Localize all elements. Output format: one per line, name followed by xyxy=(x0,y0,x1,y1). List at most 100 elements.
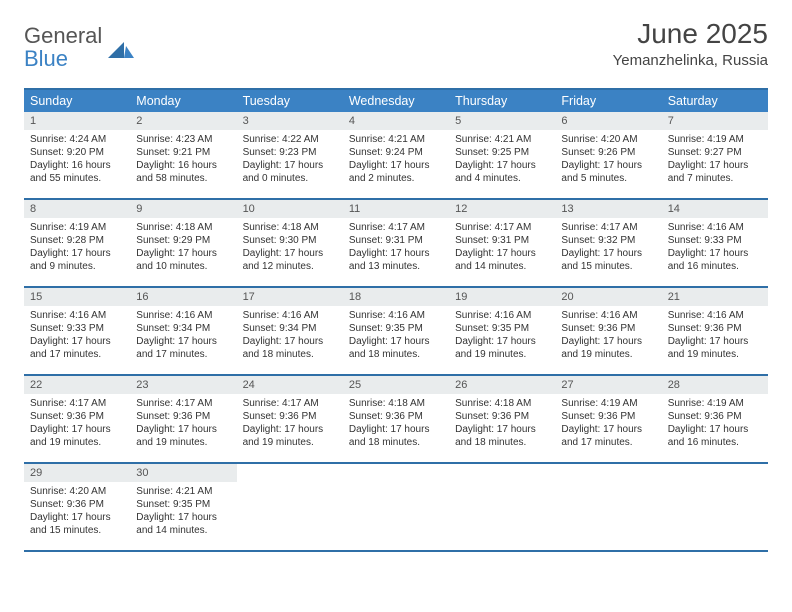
day-line: Sunset: 9:26 PM xyxy=(561,146,655,159)
day-line: and 19 minutes. xyxy=(561,348,655,361)
day-line: and 58 minutes. xyxy=(136,172,230,185)
day-line: Sunrise: 4:21 AM xyxy=(349,133,443,146)
day-cell: 1Sunrise: 4:24 AMSunset: 9:20 PMDaylight… xyxy=(24,112,130,198)
day-cell: 11Sunrise: 4:17 AMSunset: 9:31 PMDayligh… xyxy=(343,200,449,286)
day-cell xyxy=(237,464,343,550)
day-cell: 21 Sunrise: 4:16 AMSunset: 9:36 PMDayligh… xyxy=(662,288,768,374)
day-cell: 2Sunrise: 4:23 AMSunset: 9:21 PMDaylight… xyxy=(130,112,236,198)
day-cell: 22Sunrise: 4:17 AMSunset: 9:36 PMDayligh… xyxy=(24,376,130,462)
day-number: 15 xyxy=(24,288,130,306)
day-cell xyxy=(555,464,661,550)
day-line: Sunrise: 4:18 AM xyxy=(243,221,337,234)
day-cell: 27Sunrise: 4:19 AMSunset: 9:36 PMDayligh… xyxy=(555,376,661,462)
day-line: Sunset: 9:32 PM xyxy=(561,234,655,247)
day-line: Sunset: 9:36 PM xyxy=(561,410,655,423)
day-line: and 16 minutes. xyxy=(668,436,762,449)
day-header-cell: Friday xyxy=(555,90,661,112)
day-cell: 14Sunrise: 4:16 AMSunset: 9:33 PMDayligh… xyxy=(662,200,768,286)
day-number: 6 xyxy=(555,112,661,130)
day-line: and 12 minutes. xyxy=(243,260,337,273)
day-line: Daylight: 17 hours xyxy=(668,335,762,348)
day-cell: 15Sunrise: 4:16 AMSunset: 9:33 PMDayligh… xyxy=(24,288,130,374)
day-line: Sunrise: 4:16 AM xyxy=(668,221,762,234)
day-line: Sunset: 9:36 PM xyxy=(349,410,443,423)
day-line: Daylight: 17 hours xyxy=(243,335,337,348)
day-line: and 14 minutes. xyxy=(455,260,549,273)
day-header-cell: Tuesday xyxy=(237,90,343,112)
week-row: 29Sunrise: 4:20 AMSunset: 9:36 PMDayligh… xyxy=(24,464,768,552)
day-line: and 18 minutes. xyxy=(243,348,337,361)
day-line: and 9 minutes. xyxy=(30,260,124,273)
day-line: Daylight: 17 hours xyxy=(243,247,337,260)
day-number: 10 xyxy=(237,200,343,218)
day-line: Daylight: 17 hours xyxy=(561,159,655,172)
header-right: June 2025 Yemanzhelinka, Russia xyxy=(613,18,768,69)
day-line: Sunset: 9:27 PM xyxy=(668,146,762,159)
day-number: 5 xyxy=(449,112,555,130)
day-body: Sunrise: 4:18 AMSunset: 9:30 PMDaylight:… xyxy=(237,218,343,277)
day-line: and 17 minutes. xyxy=(30,348,124,361)
day-header-cell: Monday xyxy=(130,90,236,112)
day-line: Sunset: 9:28 PM xyxy=(30,234,124,247)
day-line: and 2 minutes. xyxy=(349,172,443,185)
day-cell: 24Sunrise: 4:17 AMSunset: 9:36 PMDayligh… xyxy=(237,376,343,462)
day-header-cell: Sunday xyxy=(24,90,130,112)
day-body: Sunrise: 4:16 AMSunset: 9:33 PMDaylight:… xyxy=(662,218,768,277)
day-line: Sunrise: 4:17 AM xyxy=(30,397,124,410)
day-number: 30 xyxy=(130,464,236,482)
day-cell: 20Sunrise: 4:16 AMSunset: 9:36 PMDayligh… xyxy=(555,288,661,374)
day-line: Daylight: 17 hours xyxy=(136,511,230,524)
logo-text: General Blue xyxy=(24,24,102,70)
day-line: Sunset: 9:36 PM xyxy=(30,498,124,511)
day-line: Sunset: 9:23 PM xyxy=(243,146,337,159)
day-line: Sunrise: 4:16 AM xyxy=(30,309,124,322)
day-line: and 7 minutes. xyxy=(668,172,762,185)
day-number: 4 xyxy=(343,112,449,130)
day-header-cell: Thursday xyxy=(449,90,555,112)
day-line: and 5 minutes. xyxy=(561,172,655,185)
day-header-cell: Saturday xyxy=(662,90,768,112)
day-line: Sunset: 9:35 PM xyxy=(349,322,443,335)
day-line: Sunset: 9:35 PM xyxy=(136,498,230,511)
day-line: Sunset: 9:31 PM xyxy=(349,234,443,247)
day-line: Daylight: 17 hours xyxy=(561,247,655,260)
day-body: Sunrise: 4:16 AMSunset: 9:36 PMDaylight:… xyxy=(555,306,661,365)
day-line: Sunrise: 4:16 AM xyxy=(136,309,230,322)
day-number: 21 xyxy=(662,288,768,306)
day-cell: 23Sunrise: 4:17 AMSunset: 9:36 PMDayligh… xyxy=(130,376,236,462)
day-number: 25 xyxy=(343,376,449,394)
day-line: Sunrise: 4:16 AM xyxy=(668,309,762,322)
day-line: Daylight: 17 hours xyxy=(349,159,443,172)
day-number: 20 xyxy=(555,288,661,306)
day-line: and 19 minutes. xyxy=(668,348,762,361)
day-line: Sunrise: 4:16 AM xyxy=(243,309,337,322)
day-header-cell: Wednesday xyxy=(343,90,449,112)
day-body: Sunrise: 4:17 AMSunset: 9:36 PMDaylight:… xyxy=(130,394,236,453)
day-cell: 9Sunrise: 4:18 AMSunset: 9:29 PMDaylight… xyxy=(130,200,236,286)
day-body: Sunrise: 4:16 AMSunset: 9:35 PMDaylight:… xyxy=(449,306,555,365)
day-body: Sunrise: 4:17 AMSunset: 9:36 PMDaylight:… xyxy=(24,394,130,453)
day-cell: 28Sunrise: 4:19 AMSunset: 9:36 PMDayligh… xyxy=(662,376,768,462)
day-line: and 55 minutes. xyxy=(30,172,124,185)
day-line: Sunset: 9:36 PM xyxy=(668,322,762,335)
day-line: and 4 minutes. xyxy=(455,172,549,185)
day-line: and 15 minutes. xyxy=(561,260,655,273)
day-number: 27 xyxy=(555,376,661,394)
day-number: 13 xyxy=(555,200,661,218)
day-cell: 30Sunrise: 4:21 AMSunset: 9:35 PMDayligh… xyxy=(130,464,236,550)
day-body: Sunrise: 4:21 AMSunset: 9:24 PMDaylight:… xyxy=(343,130,449,189)
logo-part1: General xyxy=(24,23,102,48)
day-body: Sunrise: 4:17 AMSunset: 9:31 PMDaylight:… xyxy=(449,218,555,277)
day-line: Sunrise: 4:22 AM xyxy=(243,133,337,146)
day-line: Sunset: 9:34 PM xyxy=(136,322,230,335)
day-body: Sunrise: 4:19 AMSunset: 9:27 PMDaylight:… xyxy=(662,130,768,189)
day-line: Daylight: 17 hours xyxy=(349,247,443,260)
page-header: General Blue June 2025 Yemanzhelinka, Ru… xyxy=(24,18,768,70)
day-line: and 14 minutes. xyxy=(136,524,230,537)
day-line: Sunrise: 4:18 AM xyxy=(455,397,549,410)
day-number: 17 xyxy=(237,288,343,306)
day-line: Sunset: 9:36 PM xyxy=(243,410,337,423)
day-line: Daylight: 17 hours xyxy=(455,335,549,348)
logo: General Blue xyxy=(24,24,134,70)
day-cell: 26Sunrise: 4:18 AMSunset: 9:36 PMDayligh… xyxy=(449,376,555,462)
